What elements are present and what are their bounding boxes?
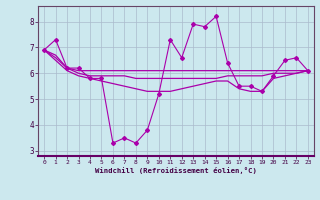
X-axis label: Windchill (Refroidissement éolien,°C): Windchill (Refroidissement éolien,°C) xyxy=(95,167,257,174)
